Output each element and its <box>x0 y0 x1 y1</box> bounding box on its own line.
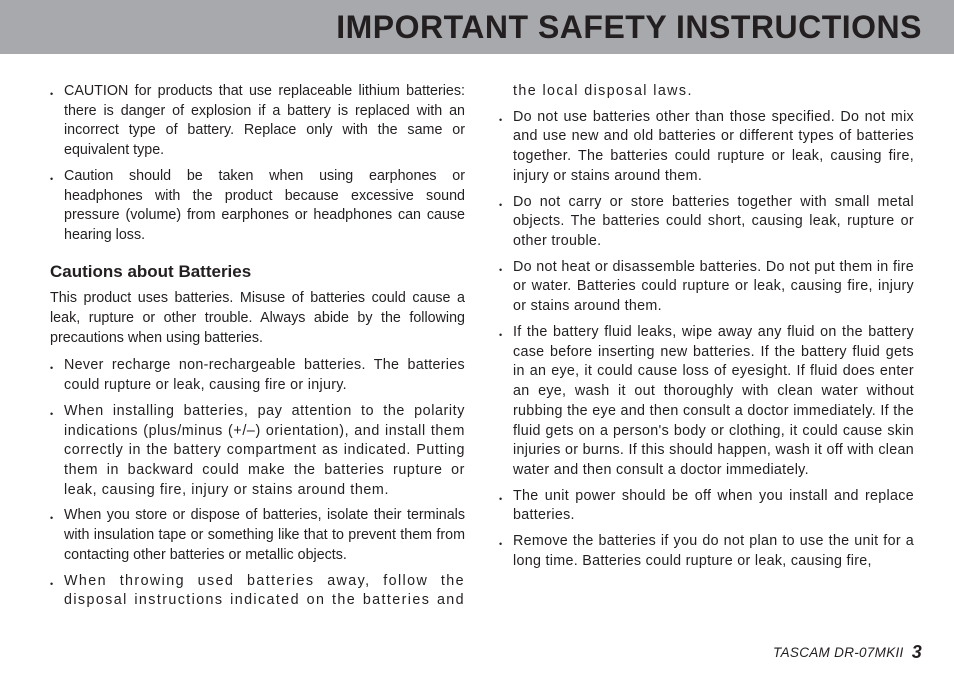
content-area: CAUTION for products that use replaceabl… <box>0 54 954 622</box>
list-item: When you store or dispose of batteries, … <box>50 506 465 565</box>
top-bullet-list: CAUTION for products that use replaceabl… <box>50 82 465 246</box>
page-footer: TASCAM DR-07MKII 3 <box>773 642 922 663</box>
list-item: Never recharge non-rechargeable batterie… <box>50 356 465 395</box>
page-title: IMPORTANT SAFETY INSTRUCTIONS <box>336 9 922 46</box>
list-item: The unit power should be off when you in… <box>499 487 914 526</box>
page-number: 3 <box>912 642 922 662</box>
footer-model: TASCAM DR-07MKII <box>773 645 904 660</box>
list-item: Do not carry or store batteries together… <box>499 193 914 252</box>
section-heading: Cautions about Batteries <box>50 260 465 283</box>
list-item: Remove the batteries if you do not plan … <box>499 532 914 571</box>
list-item: Do not heat or disassemble batteries. Do… <box>499 258 914 317</box>
section-intro: This product uses batteries. Misuse of b… <box>50 289 465 348</box>
list-item: If the battery fluid leaks, wipe away an… <box>499 323 914 481</box>
list-item: Caution should be taken when using earph… <box>50 167 465 246</box>
header-bar: IMPORTANT SAFETY INSTRUCTIONS <box>0 0 954 54</box>
list-item: Do not use batteries other than those sp… <box>499 108 914 187</box>
list-item: When installing batteries, pay attention… <box>50 402 465 501</box>
list-item: CAUTION for products that use replaceabl… <box>50 82 465 161</box>
